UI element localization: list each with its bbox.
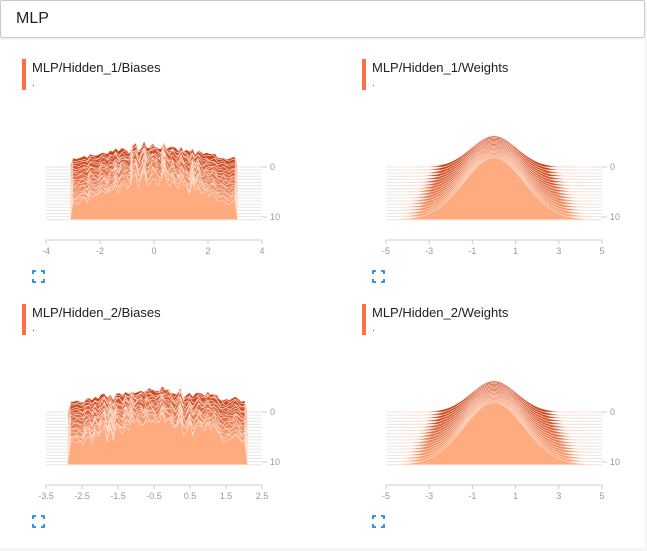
accent-bar bbox=[362, 304, 366, 335]
x-tick-label: 4 bbox=[259, 246, 264, 256]
x-tick-label: 1 bbox=[513, 491, 518, 501]
histogram-chart: 0 10 -5 -3 -1 1 3 5 bbox=[382, 380, 620, 501]
histogram-grid: MLP/Hidden_1/Biases . 0 10 -4 -2 0 2 4 MLP/Hid… bbox=[0, 40, 645, 548]
step-tick-label: 10 bbox=[610, 457, 620, 467]
x-tick-label: -1 bbox=[468, 246, 476, 256]
x-tick-label: 1.5 bbox=[220, 491, 233, 501]
step-tick-label: 10 bbox=[270, 457, 280, 467]
chart-subtitle: . bbox=[372, 78, 375, 89]
histogram-ridge bbox=[69, 168, 239, 220]
histogram-ridge bbox=[396, 402, 592, 465]
expand-icon[interactable] bbox=[372, 515, 385, 528]
histogram-card: MLP/Hidden_1/Weights . 0 10 -5 -3 -1 1 3 5 bbox=[340, 40, 647, 286]
x-tick-label: -1.5 bbox=[110, 491, 126, 501]
x-tick-label: 3 bbox=[556, 491, 561, 501]
step-tick-label: 0 bbox=[610, 407, 615, 417]
x-tick-label: -2.5 bbox=[74, 491, 90, 501]
chart-subtitle: . bbox=[32, 323, 35, 334]
histogram-card: MLP/Hidden_2/Weights . 0 10 -5 -3 -1 1 3 5 bbox=[340, 285, 647, 531]
x-tick-label: -3 bbox=[425, 246, 433, 256]
x-tick-label: 3 bbox=[556, 246, 561, 256]
step-tick-label: 0 bbox=[610, 162, 615, 172]
accent-bar bbox=[362, 59, 366, 90]
x-tick-label: -2 bbox=[96, 246, 104, 256]
search-input[interactable] bbox=[16, 10, 616, 28]
x-tick-label: 0 bbox=[151, 246, 156, 256]
step-tick-label: 0 bbox=[270, 407, 275, 417]
chart-subtitle: . bbox=[372, 323, 375, 334]
x-tick-label: 2 bbox=[205, 246, 210, 256]
histogram-chart: 0 10 -3.5 -2.5 -1.5 -0.5 0.5 1.5 2.5 bbox=[38, 385, 280, 501]
x-tick-label: -5 bbox=[382, 246, 390, 256]
chart-title: MLP/Hidden_1/Biases bbox=[32, 60, 161, 75]
chart-title: MLP/Hidden_2/Biases bbox=[32, 305, 161, 320]
x-tick-label: -5 bbox=[382, 491, 390, 501]
histogram-ridge bbox=[67, 411, 248, 465]
histogram-card: MLP/Hidden_2/Biases . 0 10 -3.5 -2.5 -1.5 -0.… bbox=[0, 285, 318, 531]
expand-icon[interactable] bbox=[32, 270, 45, 283]
histogram-chart: 0 10 -5 -3 -1 1 3 5 bbox=[382, 135, 620, 256]
x-tick-label: -3 bbox=[425, 491, 433, 501]
x-tick-label: 1 bbox=[513, 246, 518, 256]
step-tick-label: 10 bbox=[270, 212, 280, 222]
x-tick-label: -1 bbox=[468, 491, 476, 501]
x-tick-label: 5 bbox=[599, 491, 604, 501]
accent-bar bbox=[22, 304, 26, 335]
step-tick-label: 0 bbox=[270, 162, 275, 172]
x-tick-label: 2.5 bbox=[256, 491, 269, 501]
histogram-card: MLP/Hidden_1/Biases . 0 10 -4 -2 0 2 4 bbox=[0, 40, 318, 286]
histogram-chart: 0 10 -4 -2 0 2 4 bbox=[42, 140, 280, 256]
chart-title: MLP/Hidden_1/Weights bbox=[372, 60, 509, 75]
x-tick-label: -0.5 bbox=[146, 491, 162, 501]
search-bar[interactable] bbox=[0, 0, 645, 38]
expand-icon[interactable] bbox=[372, 270, 385, 283]
x-tick-label: 0.5 bbox=[184, 491, 197, 501]
expand-icon[interactable] bbox=[32, 515, 45, 528]
chart-title: MLP/Hidden_2/Weights bbox=[372, 305, 509, 320]
x-tick-label: -4 bbox=[42, 246, 50, 256]
x-tick-label: -3.5 bbox=[38, 491, 54, 501]
step-tick-label: 10 bbox=[610, 212, 620, 222]
x-tick-label: 5 bbox=[599, 246, 604, 256]
histogram-ridge bbox=[396, 157, 592, 220]
accent-bar bbox=[22, 59, 26, 90]
chart-subtitle: . bbox=[32, 78, 35, 89]
